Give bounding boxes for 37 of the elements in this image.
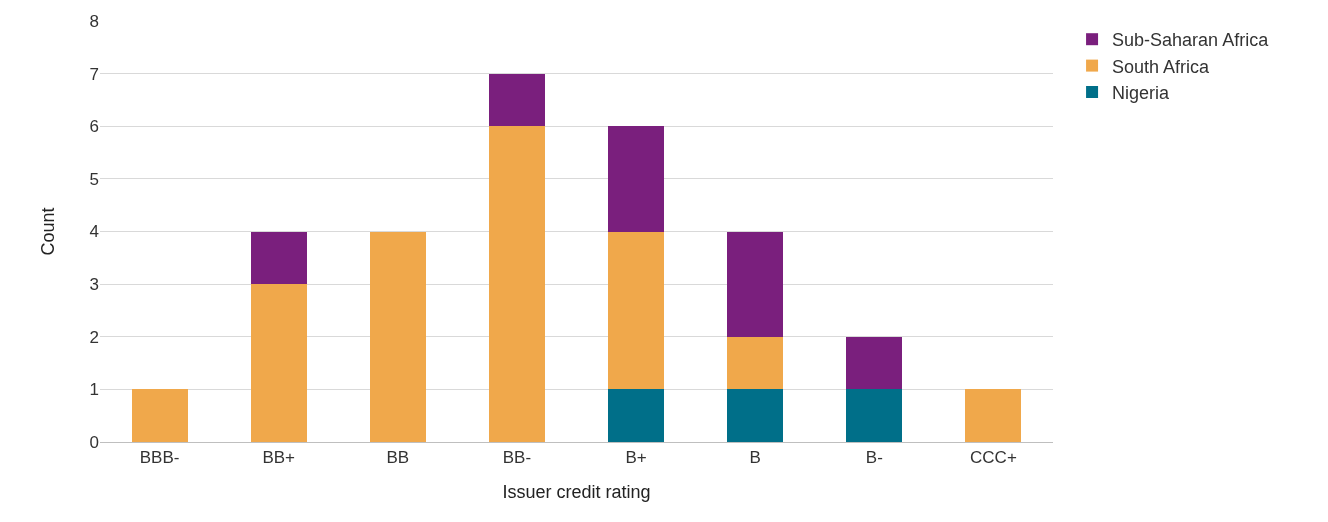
x-tick-label: BB+ xyxy=(262,448,296,468)
y-tick-label: 4 xyxy=(89,222,99,242)
bar xyxy=(608,231,665,390)
bar xyxy=(488,126,545,442)
x-tick-label: B xyxy=(749,448,761,468)
bar xyxy=(131,389,188,442)
x-tick-label: CCC+ xyxy=(970,448,1017,468)
x-tick-label: BBB- xyxy=(139,448,180,468)
bar xyxy=(250,231,307,285)
legend-label: Sub-Saharan Africa xyxy=(1112,30,1270,51)
bar xyxy=(846,336,903,390)
legend-label: South Africa xyxy=(1112,56,1211,77)
y-tick-label: 7 xyxy=(89,64,99,84)
legend-label: Nigeria xyxy=(1112,83,1171,104)
x-tick-label: BB- xyxy=(502,448,532,468)
bar xyxy=(727,336,784,390)
bar xyxy=(846,389,903,442)
bar xyxy=(369,231,426,442)
y-tick-label: 8 xyxy=(89,11,99,31)
x-tick-label: B+ xyxy=(625,448,647,468)
bar xyxy=(250,284,307,442)
x-axis-title: Issuer credit rating xyxy=(502,481,651,502)
y-tick-label: 2 xyxy=(89,327,99,347)
bar xyxy=(727,231,784,337)
y-tick-label: 3 xyxy=(89,275,99,295)
y-tick-label: 6 xyxy=(89,117,99,137)
y-tick-label: 1 xyxy=(89,380,99,400)
bar xyxy=(608,389,665,442)
bar xyxy=(965,389,1022,442)
bar xyxy=(488,73,545,127)
y-axis-title: Count xyxy=(37,207,58,256)
bar xyxy=(608,126,665,232)
bar xyxy=(727,389,784,442)
y-tick-label: 0 xyxy=(89,432,99,452)
y-tick-label: 5 xyxy=(89,169,99,189)
x-tick-label: BB xyxy=(386,448,410,468)
x-tick-label: B- xyxy=(865,448,883,468)
